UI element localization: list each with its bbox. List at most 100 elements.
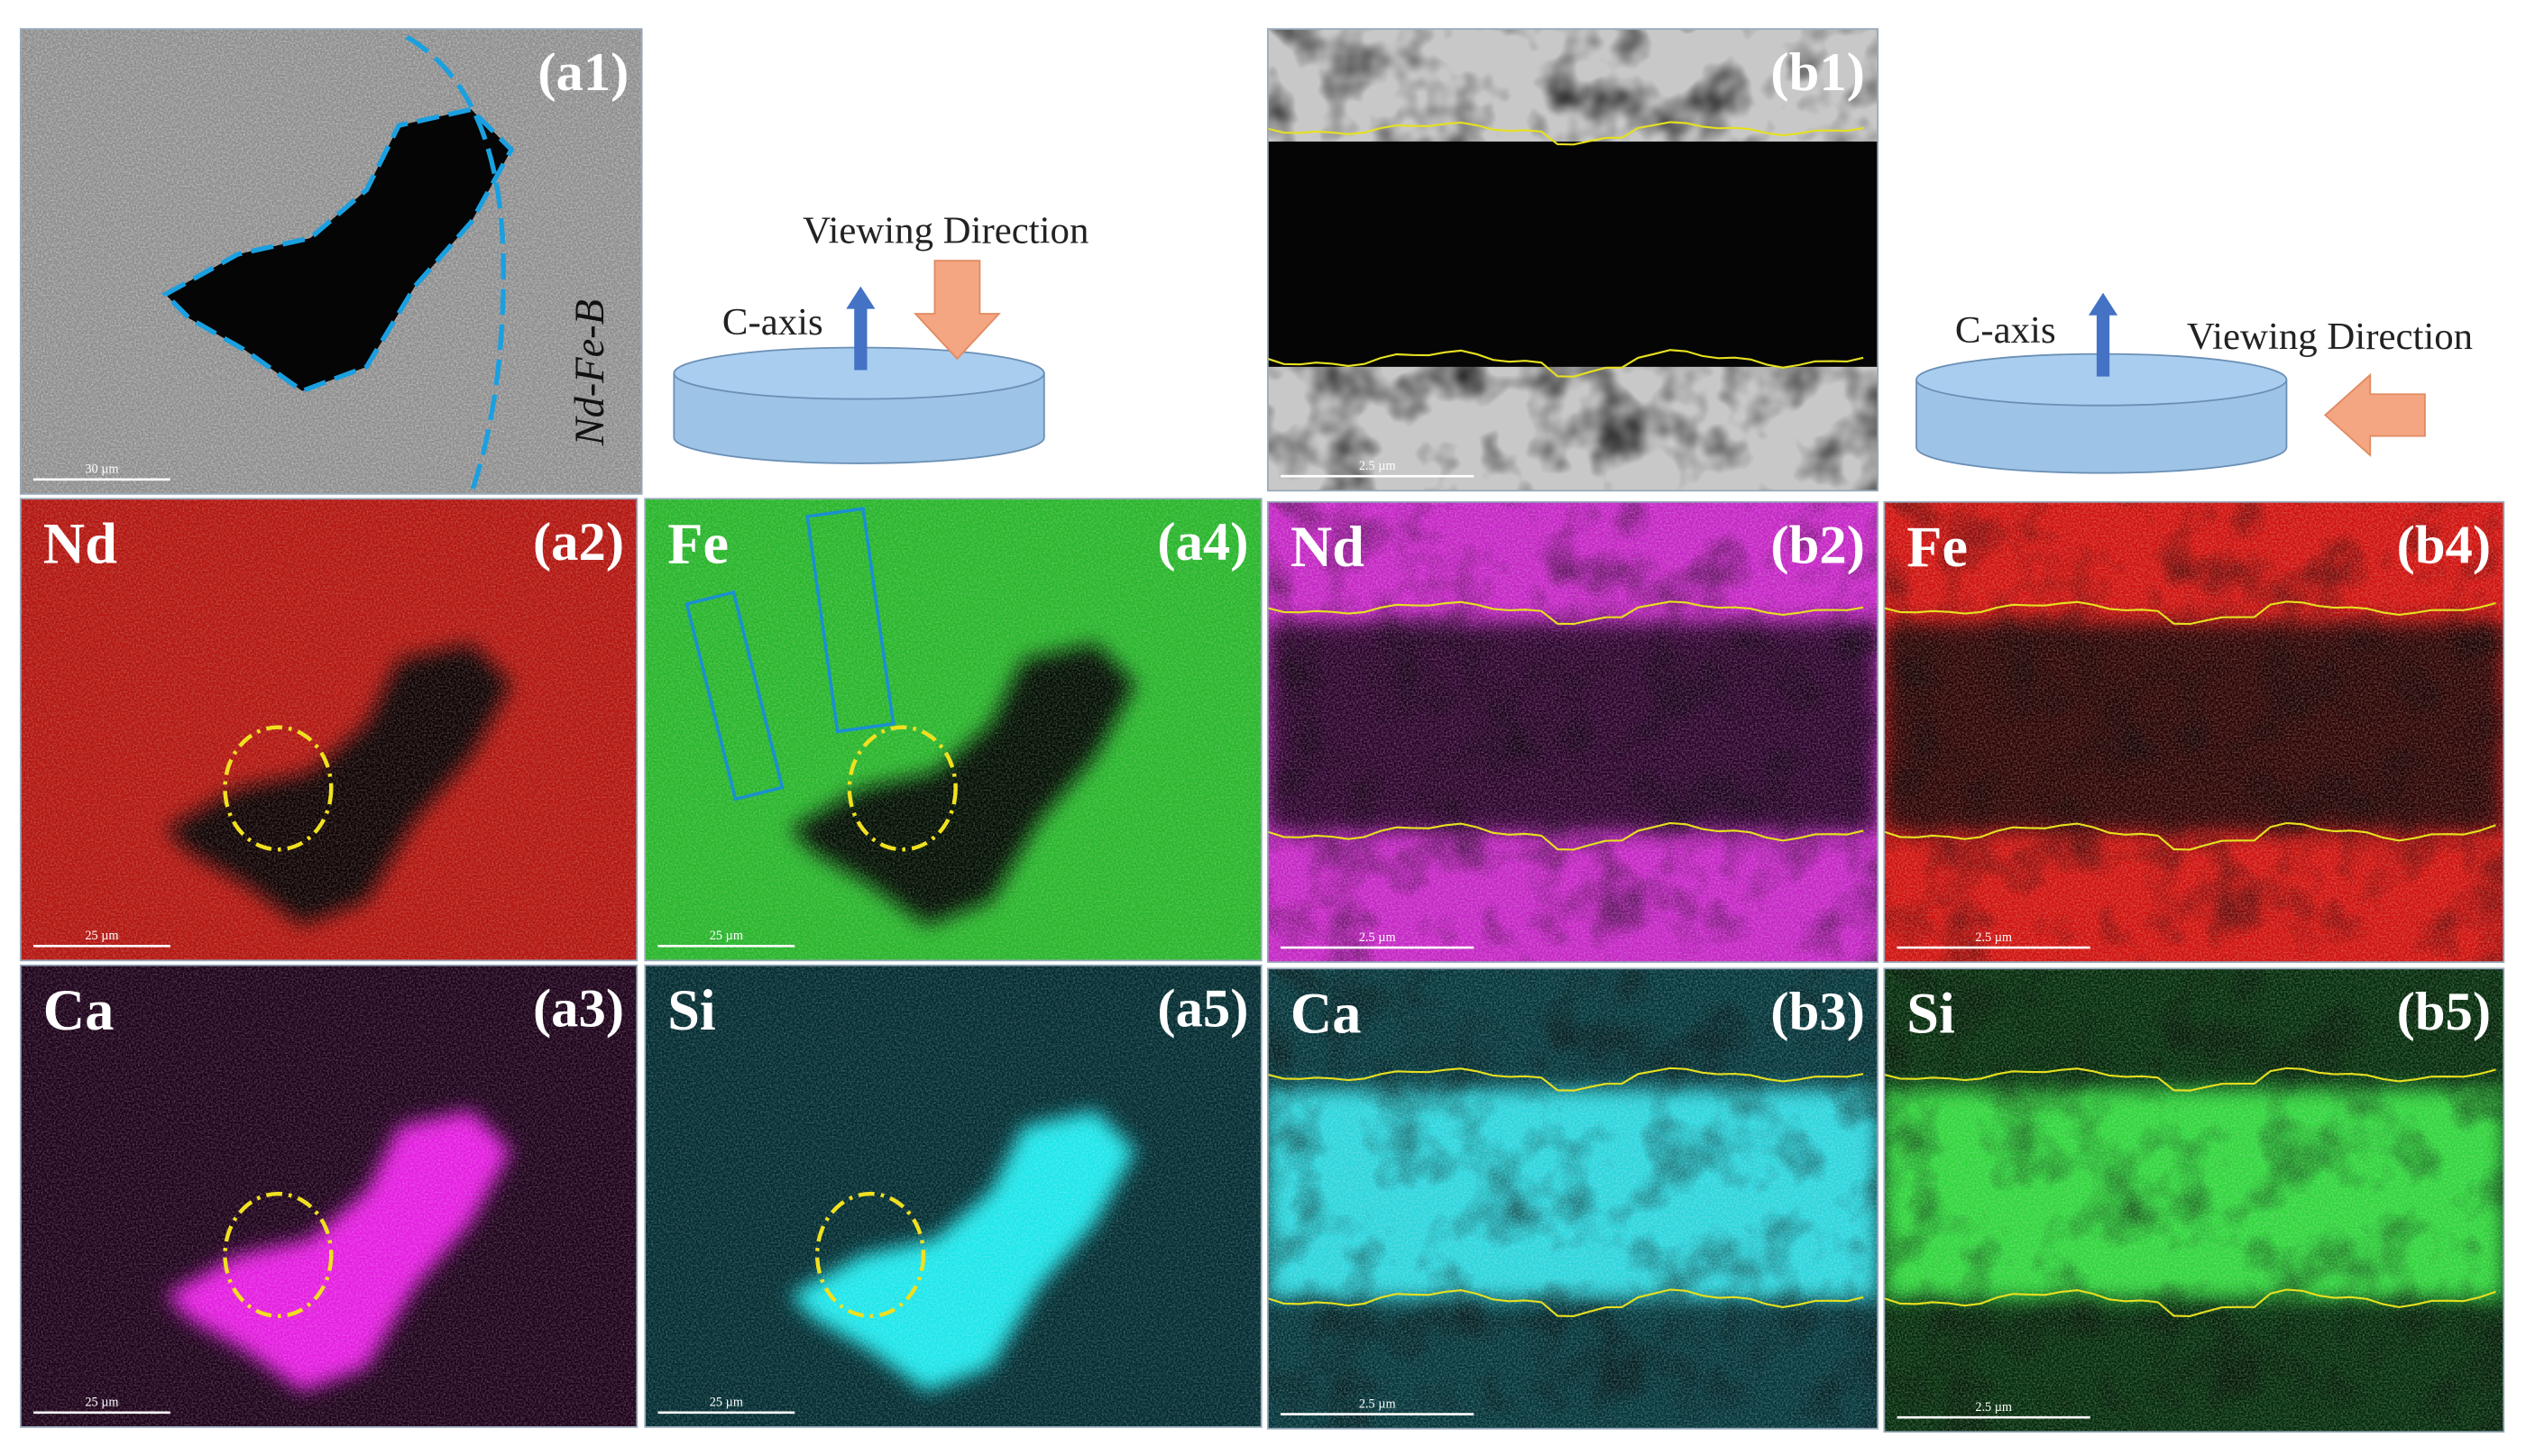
panel: (b4) Fe 2.5 µm [1883,500,2505,964]
panel-image [20,965,638,1427]
element-label: Ca [43,978,115,1042]
panel: (b2) Nd 2.5 µm [1266,500,1879,964]
scale-label: 25 µm [85,929,118,943]
scale-label: 30 µm [85,462,118,477]
frame [1883,500,2505,964]
frame [19,498,638,962]
frame [1883,967,2505,1433]
boundary [1267,1288,1864,1318]
texture [645,499,1262,961]
scale-label: 25 µm [85,1396,118,1410]
c-axis-label: C-axis [722,301,823,343]
panel-image [645,499,1262,961]
panel-label: (b1) [1770,42,1864,103]
c-axis-arrow [2088,292,2118,377]
viewing-direction-label: Viewing Direction [803,209,1088,252]
panel-label: (a3) [533,979,624,1039]
boundary [1884,1288,2496,1318]
panel-label: (a2) [533,512,624,572]
texture [20,965,638,1427]
element-label: Fe [1906,515,1968,579]
viewing-direction-label: Viewing Direction [2187,316,2473,358]
panel-image [1267,29,1878,491]
panel: (a4) Fe 25 µm [644,498,1263,962]
scale-label: 2.5 µm [1975,930,2012,945]
dashed-circle [223,725,334,852]
panel: (a2) Nd 25 µm [19,498,638,962]
roi-box [805,507,896,734]
scale-label: 25 µm [710,929,743,943]
boundary [1267,121,1864,146]
cylinder-body [1915,380,2288,474]
panel-label: (a1) [537,42,629,103]
frame [1266,967,1879,1430]
dark-band [1267,142,1878,367]
panel-label: (b3) [1770,982,1864,1042]
panel: (b5) Si 2.5 µm [1883,967,2505,1433]
frame [1266,28,1879,492]
scale-label: 25 µm [710,1396,743,1410]
texture [1267,501,1878,963]
panel-label: (b4) [2397,516,2491,576]
panel: (b3) Ca 2.5 µm [1266,967,1879,1430]
scale-label: 2.5 µm [1359,459,1396,473]
boundary [1267,1067,1864,1092]
scale-label: 2.5 µm [1359,930,1396,945]
sample-label: Nd-Fe-B [567,299,613,446]
boundary [405,34,506,494]
panel-image [1884,501,2504,963]
viewing-arrow [2323,372,2426,458]
panel-image [1884,968,2504,1433]
dashed-circle [814,1191,926,1318]
viewing-arrow [913,260,1001,361]
frame [19,28,643,495]
roi-box [684,590,785,801]
element-label: Ca [1291,982,1362,1046]
panel-image [20,29,642,494]
texture [20,499,638,961]
c-axis-label: C-axis [1955,309,2056,352]
panel-label: (b2) [1770,516,1864,576]
boundary [1267,349,1864,378]
texture [1884,501,2504,963]
scale-label: 2.5 µm [1975,1400,2012,1415]
panel-image [1267,501,1878,963]
boundary [1267,821,1864,851]
panel-label: (a5) [1157,979,1248,1039]
panel: (a5) Si 25 µm [644,964,1263,1428]
panel-image [20,499,638,961]
frame [19,964,638,1428]
element-label: Nd [1291,515,1364,579]
boundary [1884,821,2496,851]
c-axis-arrow [846,286,876,371]
texture [1267,968,1878,1429]
panel-image [645,965,1262,1427]
panel: (a3) Ca 25 µm [19,964,638,1428]
frame [644,964,1263,1428]
cavity [165,109,512,391]
texture [1884,968,2504,1433]
dashed-circle [223,1191,334,1318]
dashed-circle [847,725,958,852]
element-label: Si [667,978,716,1042]
element-label: Nd [43,512,117,576]
panel: (a1) 30 µm Nd-Fe-B [19,28,643,495]
cavity-outline [161,106,515,394]
boundary [1884,600,2496,626]
boundary [1267,600,1864,626]
element-label: Si [1906,982,1955,1046]
scale-label: 2.5 µm [1359,1396,1396,1411]
panel-label: (b5) [2397,982,2491,1042]
frame [644,498,1263,962]
texture [645,965,1262,1427]
panel-label: (a4) [1157,512,1248,572]
element-label: Fe [667,512,729,576]
diagrams [673,260,2426,474]
boundary [1884,1067,2496,1092]
panel-image [1267,968,1878,1429]
frame [1266,500,1879,964]
